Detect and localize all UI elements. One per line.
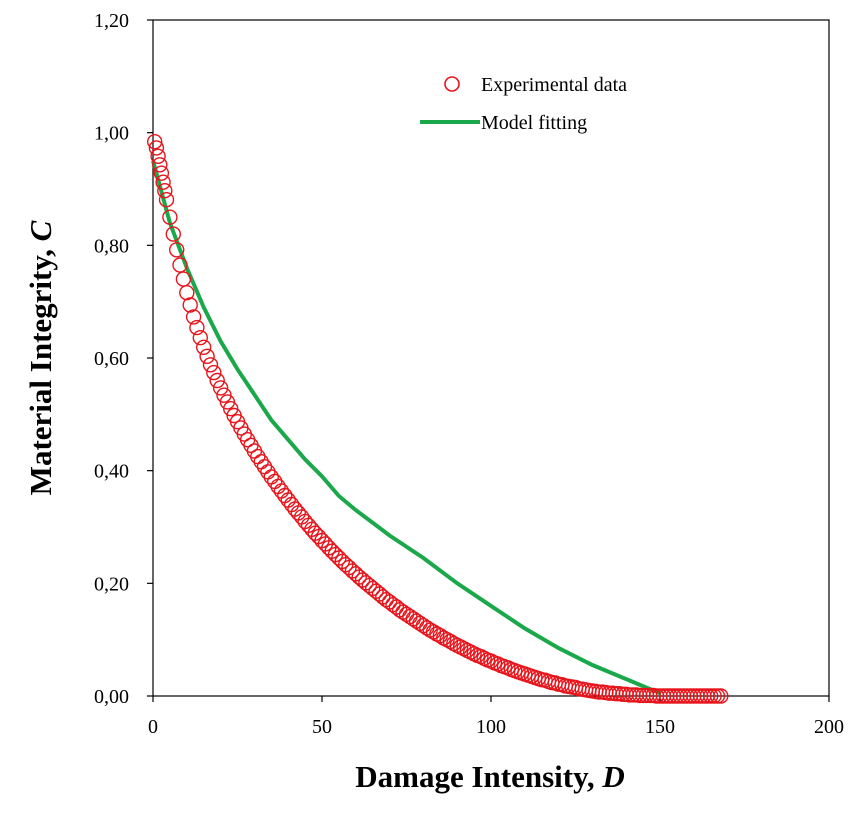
experimental-data-point [146, 133, 163, 150]
experimental-data-point [162, 209, 178, 225]
experimental-data-point [148, 140, 165, 156]
legend-marker-experimental [444, 76, 460, 92]
experimental-data-point [182, 297, 198, 313]
experimental-data-point [709, 688, 726, 704]
x-axis-ticks: 0 50 100 150 200 [148, 696, 844, 738]
experimental-data-point [157, 182, 173, 199]
experimental-data-point [192, 330, 209, 346]
y-tick-label: 1,20 [94, 10, 129, 32]
x-tick-label: 0 [148, 716, 158, 738]
experimental-data-point [202, 357, 219, 373]
y-tick-label: 0,20 [94, 573, 129, 595]
experimental-data-markers [146, 133, 729, 704]
experimental-data-point [165, 226, 182, 242]
y-tick-label: 0,80 [94, 235, 129, 257]
experimental-data-point [703, 688, 719, 704]
legend-label-model: Model fitting [481, 112, 587, 134]
experimental-data-point [206, 364, 222, 381]
experimental-data-point [706, 688, 722, 704]
legend: Experimental data Model fitting [420, 74, 627, 134]
experimental-data-point [155, 174, 171, 190]
x-tick-label: 100 [476, 716, 506, 738]
y-tick-label: 0,00 [94, 686, 129, 708]
experimental-data-point [179, 285, 195, 301]
experimental-data-point [172, 257, 188, 273]
plot-area [152, 19, 830, 697]
experimental-data-point [199, 348, 215, 364]
experimental-data-point [209, 372, 225, 389]
experimental-data-point [212, 380, 229, 396]
experimental-data-point [158, 191, 175, 208]
y-axis-title: Material Integrity, C [23, 220, 58, 495]
experimental-data-point [500, 660, 516, 676]
experimental-data-point [168, 242, 185, 258]
experimental-data-point [219, 394, 236, 410]
experimental-data-point [153, 165, 170, 181]
experimental-data-point [463, 644, 479, 660]
x-axis-title: Damage Intensity, D [355, 759, 625, 794]
experimental-data-point [189, 319, 205, 336]
y-axis-ticks: 0,00 0,20 0,40 0,60 0,80 1,00 1,20 [94, 10, 153, 708]
x-tick-label: 50 [312, 716, 332, 738]
y-tick-label: 0,40 [94, 461, 129, 483]
x-tick-label: 200 [814, 716, 844, 738]
experimental-data-point [483, 653, 499, 669]
experimental-data-point [152, 157, 168, 173]
experimental-data-point [150, 148, 166, 165]
model-fitting-line [151, 160, 661, 696]
y-tick-label: 1,00 [94, 123, 129, 145]
experimental-data-point [195, 339, 212, 355]
experimental-data-point [490, 656, 506, 672]
legend-label-experimental: Experimental data [481, 74, 627, 96]
experimental-data-point [185, 309, 202, 325]
experimental-data-point [713, 688, 729, 704]
y-tick-label: 0,60 [94, 348, 129, 370]
x-tick-label: 150 [645, 716, 675, 738]
